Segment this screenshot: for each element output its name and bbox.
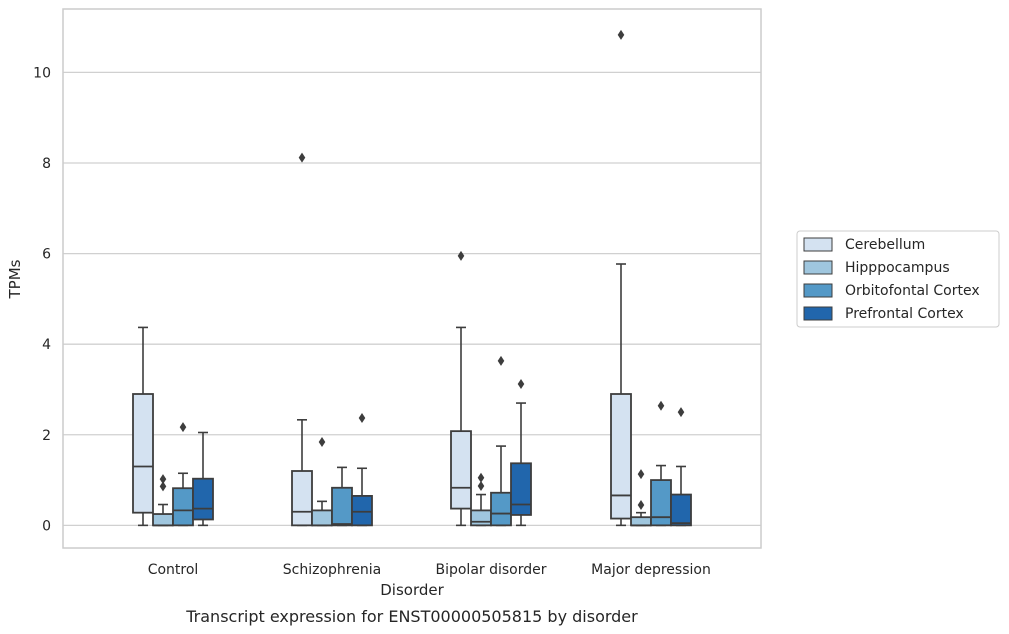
box-body — [331, 486, 353, 527]
x-tick-labels: Control Schizophrenia Bipolar disorder Majo… — [148, 562, 711, 578]
y-tick-label: 4 — [42, 337, 51, 353]
legend-swatch — [803, 283, 833, 298]
y-tick-label: 10 — [33, 65, 51, 81]
box-2-1 — [331, 466, 353, 527]
x-tick-label: Major depression — [591, 562, 711, 578]
legend-label: Hipppocampus — [845, 260, 950, 276]
outlier-point — [657, 400, 665, 411]
legend-swatch — [803, 306, 833, 321]
y-axis-label: TPMs — [6, 259, 24, 299]
box-body — [172, 487, 194, 527]
outlier-point — [179, 422, 187, 433]
outlier-point — [637, 469, 645, 480]
box-2-0 — [172, 422, 194, 527]
outlier-point — [457, 250, 465, 261]
box-3-1 — [351, 413, 373, 527]
box-body — [152, 513, 174, 527]
box-body — [490, 491, 512, 527]
x-tick-label: Control — [148, 562, 199, 578]
y-tick-label: 2 — [42, 428, 51, 444]
outlier-point — [477, 480, 485, 491]
outlier-point — [358, 413, 366, 424]
y-tick-label: 8 — [42, 156, 51, 172]
outlier-point — [617, 29, 625, 40]
box-body — [132, 393, 154, 514]
box-body — [610, 393, 632, 520]
box-3-0 — [192, 431, 214, 527]
box-0-3 — [610, 29, 632, 527]
outlier-point — [517, 379, 525, 390]
outlier-point — [497, 355, 505, 366]
box-body — [510, 462, 532, 516]
box-body — [650, 479, 672, 527]
box-body — [192, 477, 214, 521]
legend-swatch — [803, 237, 833, 252]
box-body — [291, 470, 313, 527]
box-2-2 — [490, 355, 512, 527]
box-1-0 — [152, 474, 174, 527]
outlier-point — [318, 437, 326, 448]
box-0-2 — [450, 250, 472, 527]
y-tick-label: 0 — [42, 518, 51, 534]
box-1-2 — [470, 472, 492, 527]
legend: Cerebellum Hipppocampus Orbitofontal Corte… — [796, 230, 1000, 328]
chart-caption: Transcript expression for ENST0000050581… — [185, 607, 638, 626]
x-tick-label: Bipolar disorder — [435, 562, 546, 578]
box-layer — [132, 29, 692, 527]
box-3-3 — [670, 407, 692, 527]
box-3-2 — [510, 379, 532, 527]
box-body — [630, 516, 652, 527]
box-1-1 — [311, 437, 333, 527]
outlier-point — [477, 472, 485, 483]
y-tick-label: 6 — [42, 247, 51, 263]
legend-label: Cerebellum — [845, 237, 925, 253]
box-0-1 — [291, 152, 313, 527]
plot-frame — [62, 8, 762, 549]
box-body — [450, 430, 472, 510]
outlier-point — [677, 407, 685, 418]
box-body — [670, 493, 692, 527]
legend-frame — [796, 230, 1000, 328]
box-1-3 — [630, 469, 652, 527]
grid-layer — [63, 71, 761, 527]
x-axis-label: Disorder — [380, 581, 444, 599]
x-tick-label: Schizophrenia — [283, 562, 381, 578]
outlier-point — [637, 499, 645, 510]
legend-swatch — [803, 260, 833, 275]
box-2-3 — [650, 400, 672, 527]
box-body — [351, 495, 373, 527]
y-tick-labels: 0 2 4 6 8 10 — [33, 65, 51, 534]
legend-label: Prefrontal Cortex — [845, 306, 964, 322]
box-body — [311, 509, 333, 527]
outlier-point — [298, 152, 306, 163]
box-body — [470, 509, 492, 527]
legend-label: Orbitofontal Cortex — [845, 283, 980, 299]
outlier-point — [159, 481, 167, 492]
box-0-0 — [132, 326, 154, 527]
outlier-point — [159, 474, 167, 485]
